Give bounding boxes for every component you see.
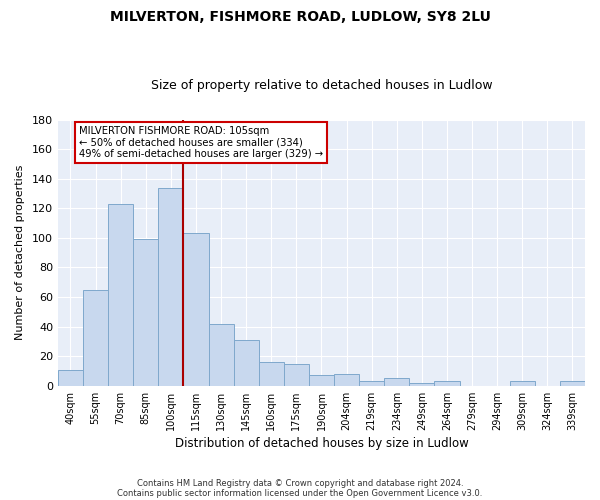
Bar <box>184 234 209 386</box>
Bar <box>83 290 108 386</box>
Y-axis label: Number of detached properties: Number of detached properties <box>15 165 25 340</box>
X-axis label: Distribution of detached houses by size in Ludlow: Distribution of detached houses by size … <box>175 437 469 450</box>
Bar <box>409 383 434 386</box>
Bar <box>560 382 585 386</box>
Bar <box>158 188 184 386</box>
Text: MILVERTON FISHMORE ROAD: 105sqm
← 50% of detached houses are smaller (334)
49% o: MILVERTON FISHMORE ROAD: 105sqm ← 50% of… <box>79 126 323 160</box>
Bar <box>108 204 133 386</box>
Text: Contains public sector information licensed under the Open Government Licence v3: Contains public sector information licen… <box>118 488 482 498</box>
Text: Contains HM Land Registry data © Crown copyright and database right 2024.: Contains HM Land Registry data © Crown c… <box>137 478 463 488</box>
Text: MILVERTON, FISHMORE ROAD, LUDLOW, SY8 2LU: MILVERTON, FISHMORE ROAD, LUDLOW, SY8 2L… <box>110 10 490 24</box>
Title: Size of property relative to detached houses in Ludlow: Size of property relative to detached ho… <box>151 79 492 92</box>
Bar <box>209 324 233 386</box>
Bar <box>309 376 334 386</box>
Bar <box>359 382 384 386</box>
Bar <box>259 362 284 386</box>
Bar <box>233 340 259 386</box>
Bar <box>58 370 83 386</box>
Bar <box>384 378 409 386</box>
Bar <box>133 240 158 386</box>
Bar <box>510 382 535 386</box>
Bar <box>434 382 460 386</box>
Bar <box>334 374 359 386</box>
Bar <box>284 364 309 386</box>
